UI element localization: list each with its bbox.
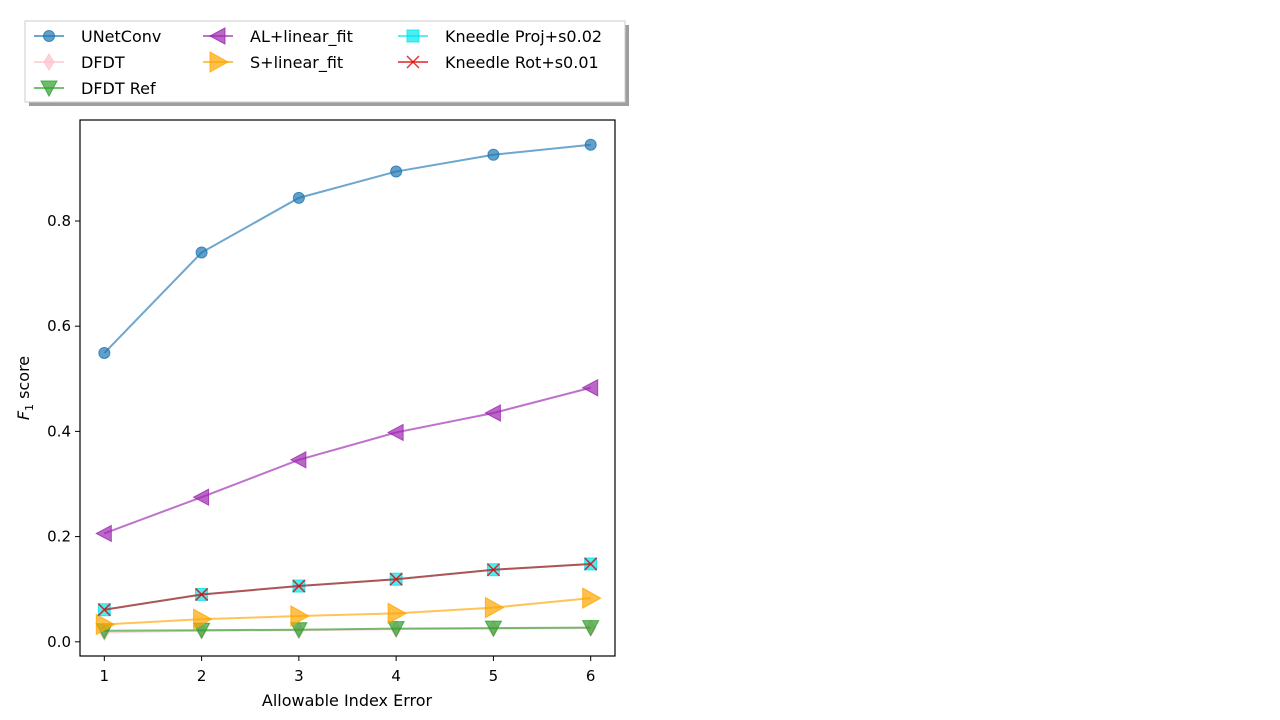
point-0-2 (292, 191, 305, 204)
legend-marker-6 (406, 55, 420, 69)
y-tick-label-0: 0.0 (47, 633, 71, 651)
point-4-4 (484, 596, 505, 619)
x-tick-label-1: 2 (197, 667, 207, 685)
y-axis: 0.0 0.2 0.4 0.6 0.8 (47, 212, 80, 651)
point-4-0 (95, 613, 116, 636)
legend-marker-5 (406, 29, 420, 43)
legend-box (24, 20, 626, 103)
y-tick-label-2: 0.4 (47, 422, 71, 440)
point-0-5 (584, 138, 597, 151)
series-3 (95, 378, 599, 543)
series-0 (98, 138, 597, 360)
point-2-2 (290, 622, 308, 639)
legend-label-4: S+linear_fit (250, 53, 343, 73)
point-4-3 (387, 602, 408, 625)
point-6-0 (97, 603, 111, 617)
y-axis-label: F1 score (14, 356, 36, 420)
point-0-0 (98, 347, 111, 360)
point-6-5 (584, 557, 598, 571)
point-3-0 (95, 524, 112, 543)
series-line-0 (103, 143, 591, 354)
series-line-2 (104, 626, 591, 632)
series-line-4 (104, 597, 591, 626)
legend-label-5: Kneedle Proj+s0.02 (445, 27, 602, 46)
x-tick-label-2: 3 (294, 667, 304, 685)
point-0-1 (195, 246, 208, 259)
series-2 (95, 620, 600, 640)
x-tick-label-3: 4 (391, 667, 401, 685)
legend-entry-3: AL+linear_fit (203, 27, 353, 47)
point-6-1 (195, 587, 209, 601)
legend-entry-1: DFDT (34, 53, 125, 72)
y-axis-label-main: F (14, 410, 33, 420)
series-6 (97, 557, 598, 617)
series-line-6 (104, 562, 591, 611)
point-4-2 (290, 605, 310, 627)
y-tick-label-3: 0.6 (47, 317, 71, 335)
legend-label-2: DFDT Ref (81, 79, 156, 98)
point-0-3 (390, 165, 403, 178)
legend-label-1: DFDT (81, 53, 125, 72)
legend-marker-2 (40, 80, 58, 98)
legend-entry-4: S+linear_fit (203, 51, 343, 73)
x-tick-label-4: 5 (489, 667, 499, 685)
point-6-3 (389, 572, 403, 586)
series-4 (95, 587, 602, 636)
legend-entry-5: Kneedle Proj+s0.02 (398, 27, 602, 46)
x-axis: 1 2 3 4 5 6 (100, 656, 596, 685)
legend-entry-6: Kneedle Rot+s0.01 (398, 53, 599, 72)
point-2-3 (387, 621, 405, 638)
point-3-4 (484, 404, 501, 422)
point-0-4 (487, 148, 500, 161)
x-axis-label: Allowable Index Error (262, 691, 433, 710)
legend-marker-4 (209, 51, 230, 73)
legend-marker-1 (43, 53, 55, 71)
y-axis-label-sub: 1 (23, 404, 36, 411)
point-3-5 (581, 378, 599, 397)
series-line-3 (103, 386, 591, 535)
plot-area (79, 119, 616, 657)
legend-entry-0: UNetConv (34, 27, 161, 46)
legend: UNetConv DFDT DFDT Ref AL+linear_fit S+linea… (34, 27, 602, 98)
point-3-2 (289, 450, 307, 469)
point-4-5 (582, 587, 602, 609)
legend-marker-3 (208, 27, 226, 45)
legend-label-3: AL+linear_fit (250, 27, 353, 47)
legend-label-6: Kneedle Rot+s0.01 (445, 53, 599, 72)
point-2-4 (484, 620, 503, 638)
legend-entry-2: DFDT Ref (34, 79, 156, 98)
point-6-4 (486, 563, 500, 577)
y-tick-label-4: 0.8 (47, 212, 71, 230)
point-4-1 (193, 608, 213, 631)
series-group (95, 138, 602, 642)
point-3-3 (387, 423, 404, 442)
y-tick-label-1: 0.2 (47, 528, 71, 546)
legend-label-0: UNetConv (81, 27, 161, 46)
point-2-5 (581, 620, 600, 637)
legend-marker-0 (43, 30, 55, 42)
y-axis-label-suffix: score (14, 356, 33, 404)
point-6-2 (292, 579, 306, 593)
x-tick-label-0: 1 (100, 667, 110, 685)
point-3-1 (192, 488, 210, 506)
x-tick-label-5: 6 (586, 667, 596, 685)
